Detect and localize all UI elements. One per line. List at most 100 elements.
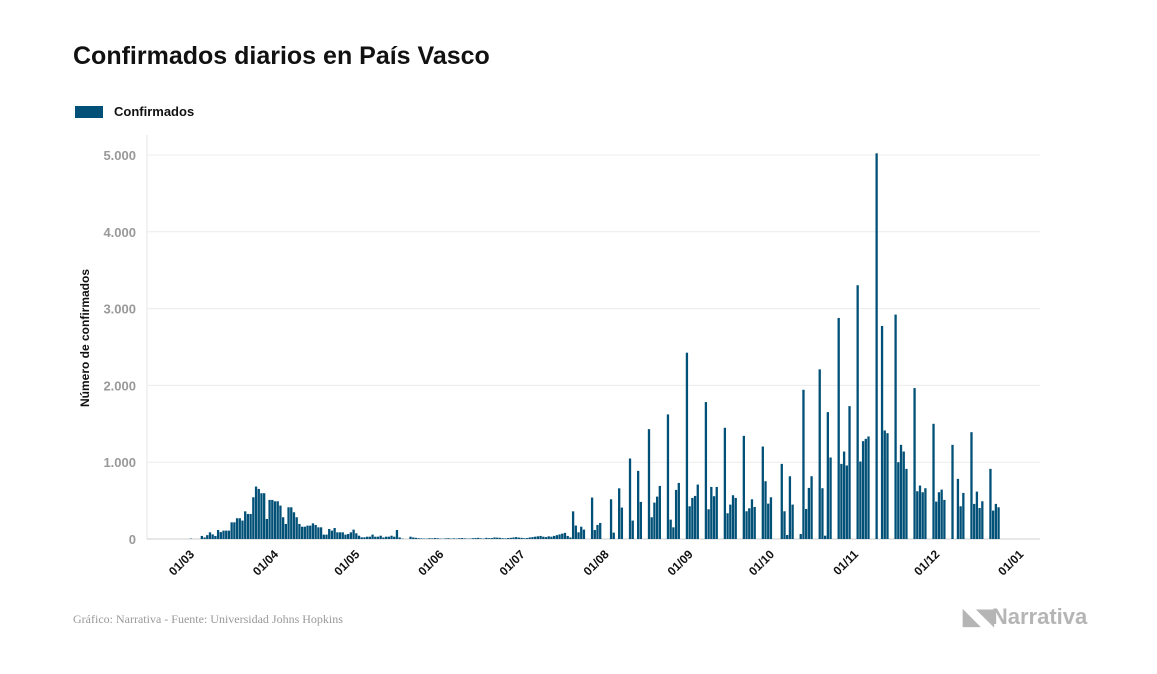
- bar: [412, 537, 415, 539]
- bar: [935, 501, 938, 539]
- bar: [842, 451, 846, 539]
- x-tick-label: 01/04: [250, 547, 281, 578]
- bar: [528, 537, 531, 539]
- bar: [550, 536, 553, 539]
- bar: [390, 535, 393, 539]
- logo-text: Narrativa: [991, 604, 1088, 629]
- bar: [325, 534, 328, 539]
- bar: [639, 501, 643, 539]
- bar: [552, 535, 556, 539]
- bar: [899, 444, 903, 539]
- bar: [620, 507, 624, 539]
- bar: [539, 535, 542, 539]
- bar: [254, 486, 258, 539]
- bar: [328, 529, 331, 539]
- bar: [726, 513, 729, 539]
- y-tick-label: 2.000: [103, 378, 136, 393]
- bar: [943, 499, 946, 539]
- bar: [810, 476, 813, 539]
- bar: [666, 414, 670, 539]
- bar: [875, 153, 878, 539]
- bar: [571, 511, 575, 539]
- bar: [506, 538, 510, 539]
- bar: [618, 488, 621, 539]
- bar: [905, 468, 908, 539]
- bar: [786, 535, 789, 539]
- bar: [932, 423, 935, 539]
- bar: [249, 513, 252, 539]
- bar: [374, 536, 377, 539]
- bar: [555, 535, 558, 539]
- bar: [290, 507, 293, 539]
- bar: [357, 535, 361, 539]
- bar: [363, 537, 366, 539]
- bar: [303, 526, 306, 539]
- bar: [590, 497, 594, 539]
- bar: [273, 501, 277, 539]
- bar: [569, 537, 572, 539]
- bar: [802, 389, 805, 539]
- x-tick-label: 01/01: [995, 547, 1026, 578]
- bar: [729, 504, 732, 539]
- x-tick-label: 01/03: [166, 547, 197, 578]
- bar: [748, 508, 751, 539]
- bar: [233, 522, 236, 539]
- bar: [658, 485, 661, 539]
- bar: [902, 451, 905, 539]
- narrativa-logo-icon: ◣◥: [963, 604, 994, 629]
- bar: [225, 530, 228, 539]
- bar: [398, 537, 401, 539]
- bar: [395, 530, 399, 539]
- bar: [319, 527, 323, 539]
- bar: [206, 535, 209, 539]
- bar: [566, 535, 569, 539]
- bar: [238, 518, 241, 539]
- bar: [886, 433, 889, 539]
- bar: [517, 537, 521, 539]
- bar: [485, 537, 488, 539]
- bar: [276, 501, 279, 539]
- x-tick-label: 01/05: [331, 547, 362, 578]
- bar: [962, 492, 965, 539]
- x-tick-label: 01/12: [911, 547, 942, 578]
- bar: [287, 507, 290, 539]
- bar: [235, 518, 239, 539]
- bar: [734, 497, 737, 539]
- bar: [628, 458, 632, 539]
- bar: [715, 486, 718, 539]
- bar: [479, 538, 483, 539]
- bar: [268, 499, 271, 539]
- bar: [509, 537, 512, 539]
- bar: [368, 536, 372, 539]
- bar: [420, 538, 423, 539]
- bar: [387, 536, 390, 539]
- bar: [512, 537, 515, 539]
- bar: [536, 536, 540, 539]
- bar: [504, 538, 507, 539]
- bar: [582, 529, 586, 539]
- bar: [284, 523, 287, 539]
- bar: [767, 503, 770, 539]
- bar: [246, 513, 250, 539]
- bar: [460, 538, 464, 539]
- bar: [227, 530, 231, 539]
- bar: [292, 512, 296, 539]
- bar: [436, 538, 439, 539]
- bar: [826, 412, 829, 539]
- bar: [498, 537, 502, 539]
- bar: [799, 534, 802, 539]
- bar: [379, 535, 382, 539]
- x-tick-label: 01/11: [830, 547, 861, 578]
- bar: [333, 528, 336, 539]
- chart-title: Confirmados diarios en País Vasco: [73, 42, 490, 70]
- bar: [200, 535, 203, 539]
- bar: [322, 534, 325, 539]
- bar: [883, 430, 886, 539]
- bar: [520, 537, 523, 539]
- bar: [544, 537, 548, 539]
- bar: [547, 536, 550, 539]
- bar: [382, 537, 385, 539]
- bar: [829, 457, 832, 539]
- bar: [970, 432, 973, 539]
- bar: [501, 538, 504, 539]
